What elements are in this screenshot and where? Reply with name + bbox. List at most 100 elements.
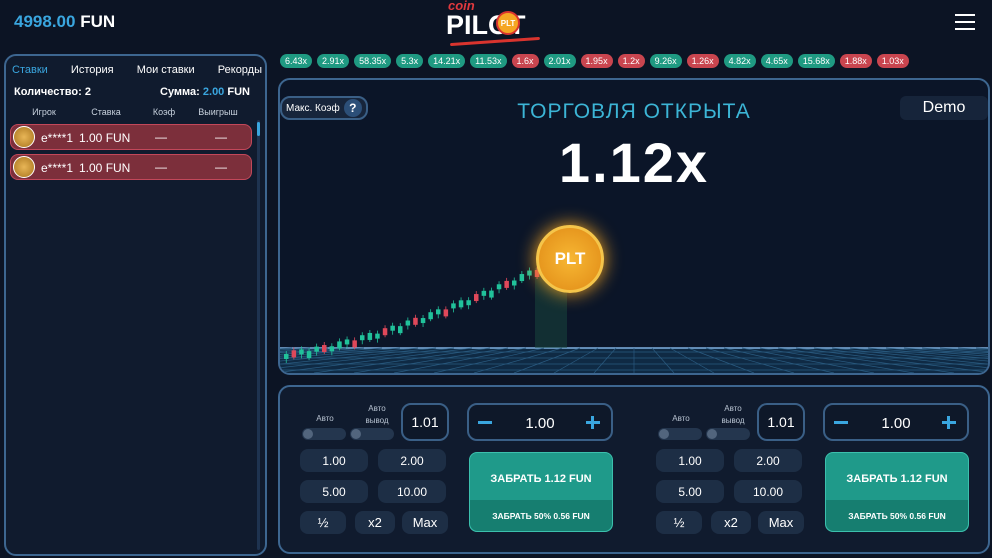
amount-modifier[interactable]: Max bbox=[402, 511, 448, 534]
bet-controls-panel: Авто Авто вывод 1.01 1.00 1.00 2.00 5.00 10.00 ½ x… bbox=[278, 385, 990, 554]
bet-row: e****1 1.00 FUN — — bbox=[10, 154, 252, 180]
history-pill[interactable]: 1.2x bbox=[617, 54, 645, 68]
grid-line bbox=[313, 347, 491, 373]
cashout-button[interactable]: ЗАБРАТЬ 1.12 FUN ЗАБРАТЬ 50% 0.56 FUN bbox=[825, 452, 969, 532]
grid-line bbox=[795, 347, 988, 373]
max-coef[interactable]: Макс. Коэф? bbox=[280, 96, 368, 120]
plus-button[interactable] bbox=[591, 416, 594, 429]
menu-button[interactable] bbox=[955, 14, 975, 30]
grid-line bbox=[280, 347, 437, 365]
auto-cashout-toggle[interactable] bbox=[350, 428, 394, 440]
auto-toggle[interactable] bbox=[658, 428, 702, 440]
history-pill[interactable]: 14.21x bbox=[428, 54, 466, 68]
chart-scene bbox=[280, 267, 988, 373]
coin: PLT bbox=[536, 225, 604, 293]
coef: — bbox=[155, 160, 167, 174]
half-cashout-label[interactable]: ЗАБРАТЬ 50% 0.56 FUN bbox=[848, 511, 946, 521]
tab[interactable]: Ставки bbox=[12, 64, 48, 76]
auto-label: Авто bbox=[316, 414, 334, 423]
minus-button[interactable] bbox=[478, 421, 492, 424]
quick-amount[interactable]: 1.00 bbox=[300, 449, 368, 472]
minus-button[interactable] bbox=[834, 421, 848, 424]
amount-modifier[interactable]: Max bbox=[758, 511, 804, 534]
quick-amount[interactable]: 5.00 bbox=[300, 480, 368, 503]
grid-line bbox=[723, 347, 835, 373]
max-coef-label: Макс. Коэф bbox=[286, 102, 340, 114]
cashout-button-label: ЗАБРАТЬ 1.12 FUN bbox=[490, 473, 592, 485]
amount-input[interactable]: 1.00 bbox=[467, 403, 613, 441]
history-pill[interactable]: 6.43x bbox=[280, 54, 313, 68]
amount-modifier[interactable]: ½ bbox=[656, 511, 702, 534]
avatar bbox=[13, 156, 35, 178]
count: Количество: 2 bbox=[14, 86, 91, 98]
history-pill[interactable]: 1.03x bbox=[876, 54, 909, 68]
bet-row: e****1 1.00 FUN — — bbox=[10, 124, 252, 150]
grid-line bbox=[867, 347, 988, 359]
auto-cashout-toggle[interactable] bbox=[706, 428, 750, 440]
history-pill[interactable]: 4.82x bbox=[723, 54, 756, 68]
sum-value: 2.00 bbox=[202, 86, 225, 98]
auto-toggle[interactable] bbox=[302, 428, 346, 440]
cashout-input[interactable]: 1.01 bbox=[401, 403, 449, 441]
help-icon[interactable]: ? bbox=[343, 99, 362, 117]
status: ТОРГОВЛЯ ОТКРЫТА bbox=[517, 100, 751, 123]
scrollbar bbox=[257, 120, 260, 550]
history-pill[interactable]: 2.91x bbox=[317, 54, 350, 68]
tab[interactable]: История bbox=[70, 64, 114, 76]
grid-line bbox=[280, 347, 473, 373]
quick-amount[interactable]: 10.00 bbox=[734, 480, 802, 503]
quick-amount[interactable]: 5.00 bbox=[656, 480, 724, 503]
cashout-button-label: ЗАБРАТЬ 1.12 FUN bbox=[846, 473, 948, 485]
column-header: Выигрыш bbox=[198, 107, 238, 117]
history-pill[interactable]: 1.26x bbox=[686, 54, 719, 68]
auto-cashout-label: Авто bbox=[368, 404, 386, 413]
amount-modifier[interactable]: x2 bbox=[711, 511, 751, 534]
cashout-input[interactable]: 1.01 bbox=[757, 403, 805, 441]
history-pill[interactable]: 58.35x bbox=[354, 54, 392, 68]
history-pill[interactable]: 5.3x bbox=[396, 54, 424, 68]
amount-modifier[interactable]: ½ bbox=[300, 511, 346, 534]
bet: 1.00 FUN bbox=[79, 131, 131, 145]
history-pill[interactable]: 2.01x bbox=[543, 54, 576, 68]
divider bbox=[470, 500, 612, 531]
amount-modifier[interactable]: x2 bbox=[355, 511, 395, 534]
bet: 1.00 FUN bbox=[79, 161, 131, 175]
column-header: Коэф bbox=[152, 107, 176, 117]
quick-amount[interactable]: 2.00 bbox=[378, 449, 446, 472]
tabs: Ставки История Мои ставки Рекорды bbox=[12, 64, 262, 76]
grid-line bbox=[687, 347, 755, 373]
quick-amount[interactable]: 1.00 bbox=[656, 449, 724, 472]
history-pill[interactable]: 15.68x bbox=[797, 54, 835, 68]
grid-line bbox=[473, 347, 563, 373]
grid-line bbox=[741, 347, 875, 373]
avatar bbox=[13, 126, 35, 148]
grid-line bbox=[651, 347, 675, 373]
grid-line bbox=[831, 347, 988, 365]
history-pill[interactable]: 4.65x bbox=[760, 54, 793, 68]
history-pill[interactable]: 11.53x bbox=[470, 54, 507, 68]
grid-line bbox=[433, 347, 545, 373]
history-pill[interactable]: 1.88x bbox=[839, 54, 872, 68]
player: e****1 bbox=[41, 131, 74, 145]
amount-input[interactable]: 1.00 bbox=[823, 403, 969, 441]
sum-label: Сумма: bbox=[160, 86, 200, 98]
half-cashout-label[interactable]: ЗАБРАТЬ 50% 0.56 FUN bbox=[492, 511, 590, 521]
history-pill[interactable]: 1.6x bbox=[511, 54, 539, 68]
quick-amount[interactable]: 2.00 bbox=[734, 449, 802, 472]
tab[interactable]: Мои ставки bbox=[136, 64, 195, 76]
cashout-button[interactable]: ЗАБРАТЬ 1.12 FUN ЗАБРАТЬ 50% 0.56 FUN bbox=[469, 452, 613, 532]
logo-top: coin bbox=[448, 0, 475, 13]
amount: 1.00 bbox=[525, 415, 555, 432]
plus-button[interactable] bbox=[947, 416, 950, 429]
tab[interactable]: Рекорды bbox=[217, 64, 262, 76]
player: e****1 bbox=[41, 161, 74, 175]
multiplier: 1.12x bbox=[558, 131, 710, 194]
history-pill[interactable]: 9.26x bbox=[649, 54, 682, 68]
quick-amount[interactable]: 10.00 bbox=[378, 480, 446, 503]
sum: Сумма: 2.00 FUN bbox=[160, 86, 250, 98]
history-pill[interactable]: 1.95x bbox=[580, 54, 613, 68]
grid-line bbox=[759, 347, 915, 373]
logo: coin PILOT PLT bbox=[446, 0, 546, 48]
grid-line bbox=[777, 347, 955, 373]
